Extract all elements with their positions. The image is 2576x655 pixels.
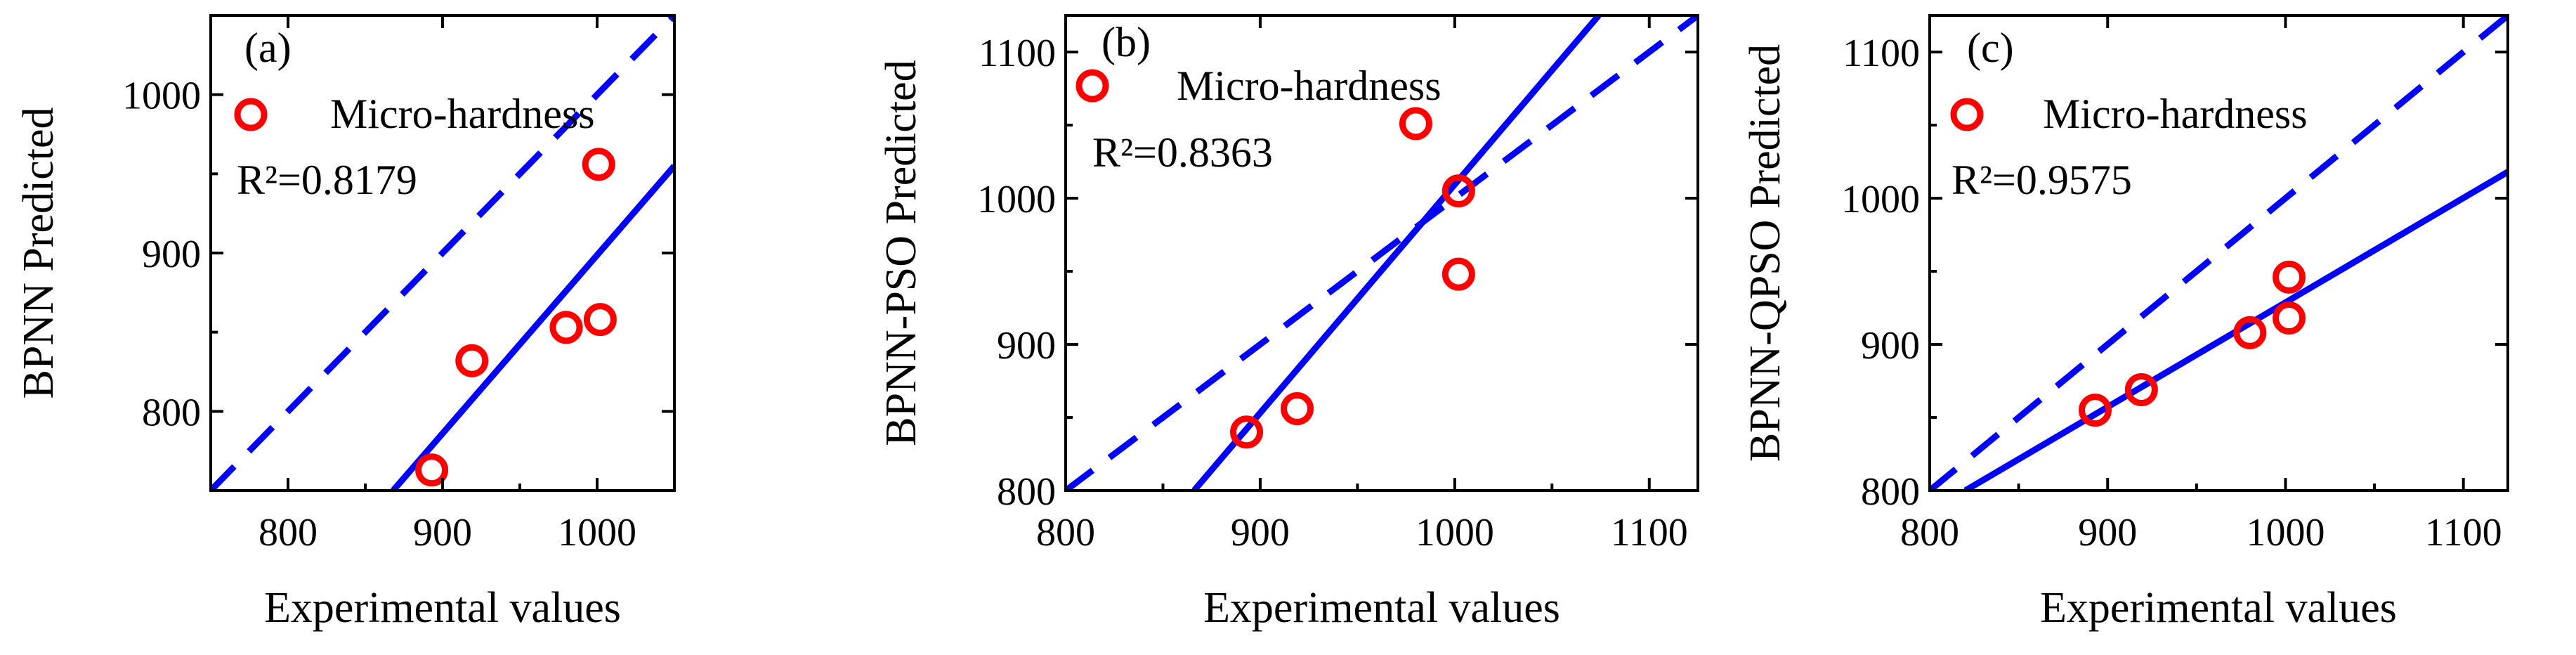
x-tick-label: 800 — [1036, 511, 1095, 555]
x-tick-label: 1000 — [1416, 511, 1494, 555]
data-point-2 — [455, 344, 489, 377]
data-point-3 — [549, 311, 583, 344]
y-axis-label: BPNN-QPSO Predicted — [1741, 44, 1789, 462]
r2-annotation: R²=0.9575 — [1951, 157, 2132, 203]
x-tick-label: 800 — [1900, 511, 1959, 555]
legend-label: Micro-hardness — [1177, 63, 1441, 109]
data-point-2 — [2124, 372, 2158, 406]
data-point-1 — [415, 453, 449, 487]
y-tick-label: 800 — [1861, 470, 1920, 514]
legend-label: Micro-hardness — [330, 91, 595, 137]
legend-label: Micro-hardness — [2043, 91, 2308, 137]
panel-label: (a) — [244, 25, 292, 71]
data-point-4 — [1441, 174, 1475, 208]
legend-marker — [1075, 69, 1109, 103]
x-axis-label: Experimental values — [2040, 584, 2397, 632]
data-point-5 — [1441, 257, 1475, 291]
x-tick-label: 900 — [413, 511, 472, 555]
plot-frame — [1928, 14, 2509, 492]
y-tick-label: 1100 — [979, 32, 1056, 75]
y-tick-label: 900 — [1861, 324, 1920, 368]
r2-annotation: R²=0.8363 — [1092, 129, 1273, 176]
panel-c: 800 900 1000 1100 800 900 1000 1100 (c) Micro-h… — [1741, 14, 2509, 632]
x-tick-label: 1100 — [1611, 511, 1688, 555]
data-point-1 — [1230, 415, 1264, 449]
panel-label: (c) — [1967, 25, 2014, 71]
y-tick-label: 1000 — [977, 178, 1056, 221]
panel-b: 800 900 1000 1100 800 900 1000 1100 (b) Micro-h… — [877, 14, 1699, 632]
x-tick-label: 1100 — [2425, 511, 2502, 555]
ideal-line — [211, 15, 674, 491]
ideal-line — [1930, 15, 2508, 491]
legend-marker — [1950, 98, 1984, 131]
data-point-3 — [2233, 316, 2267, 349]
data-point-3 — [1399, 107, 1432, 141]
y-tick-label: 800 — [997, 470, 1056, 514]
ideal-line — [1066, 15, 1698, 491]
y-tick-label: 900 — [142, 233, 201, 276]
y-tick-label: 1100 — [1843, 32, 1920, 75]
y-tick-label: 900 — [997, 324, 1056, 368]
panel-label: (b) — [1101, 19, 1151, 65]
y-axis-label: BPNN Predicted — [15, 107, 63, 398]
data-point-5 — [2273, 260, 2306, 294]
legend-marker — [234, 98, 268, 131]
x-axis-label: Experimental values — [1203, 584, 1560, 632]
fit-line — [1191, 15, 1602, 491]
data-point-4 — [583, 303, 617, 337]
x-axis-label: Experimental values — [264, 584, 621, 632]
data-point-4 — [2273, 301, 2306, 335]
x-tick-label: 900 — [1231, 511, 1290, 555]
y-axis-label: BPNN-PSO Predicted — [877, 60, 925, 446]
y-tick-label: 800 — [142, 391, 201, 434]
fit-line — [391, 164, 674, 491]
x-tick-label: 1000 — [2246, 511, 2325, 555]
r2-annotation: R²=0.8179 — [237, 157, 417, 203]
x-tick-label: 900 — [2078, 511, 2137, 555]
x-tick-label: 1000 — [558, 511, 636, 555]
data-point-2 — [1281, 392, 1314, 426]
data-point-5 — [582, 148, 615, 181]
data-point-1 — [2079, 394, 2112, 427]
plot-frame — [1064, 14, 1699, 492]
y-tick-label: 1000 — [1841, 178, 1920, 221]
y-tick-label: 1000 — [122, 74, 201, 118]
x-tick-label: 800 — [259, 511, 318, 555]
